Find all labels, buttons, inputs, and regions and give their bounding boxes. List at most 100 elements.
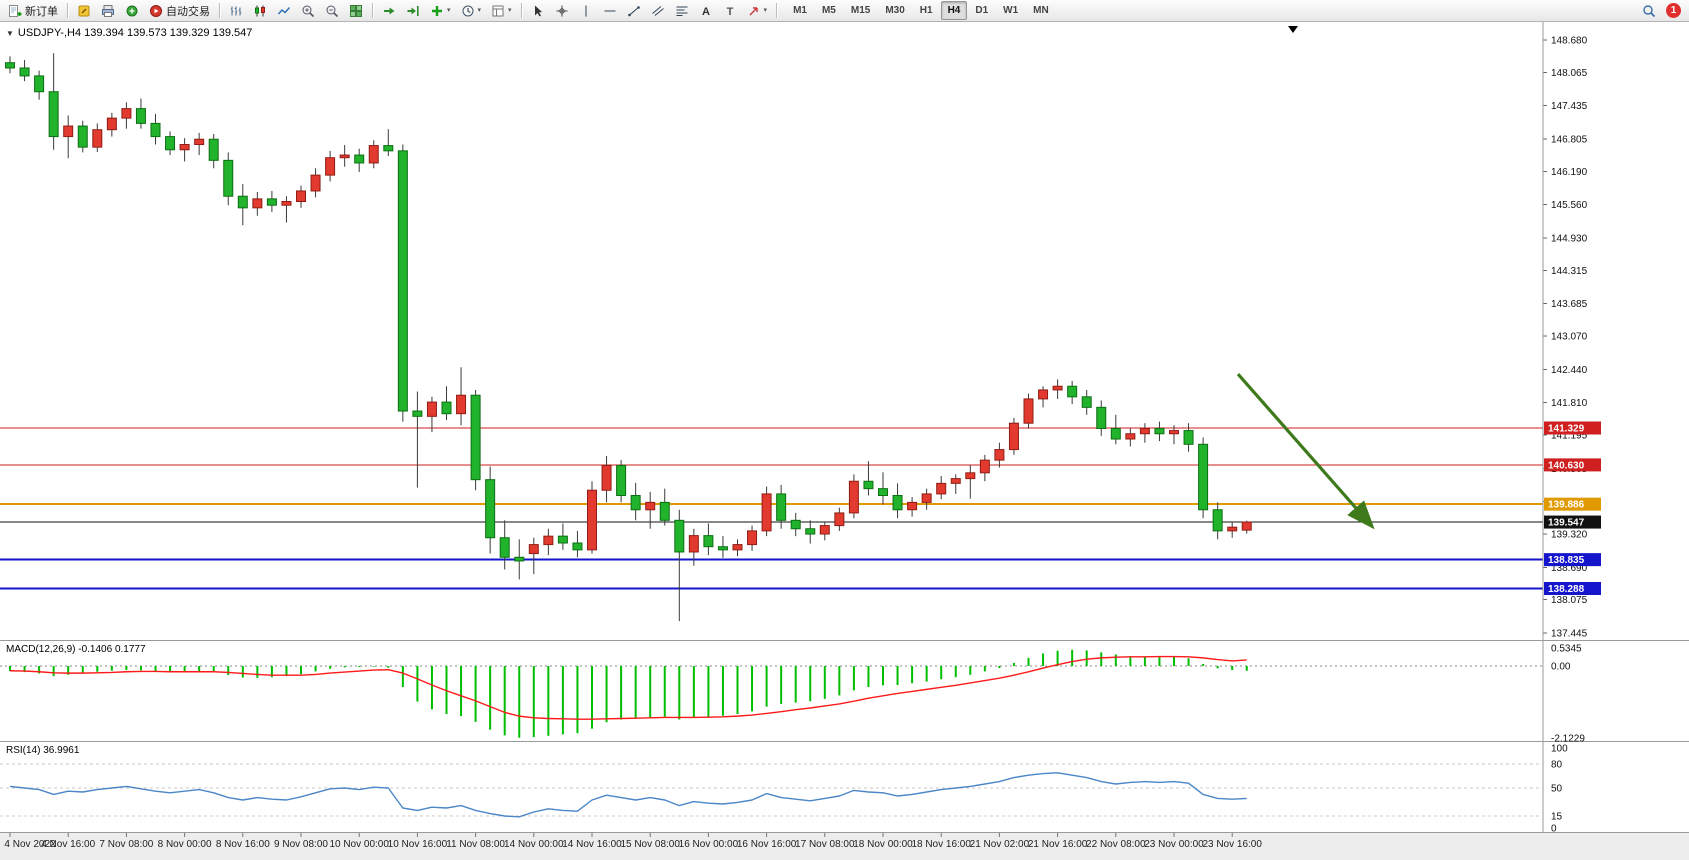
timeframe-h1[interactable]: H1	[913, 1, 940, 20]
auto-scroll-button[interactable]	[378, 1, 400, 21]
channel-icon	[651, 4, 665, 18]
timeframe-h4[interactable]: H4	[940, 1, 968, 20]
svg-text:0.00: 0.00	[1551, 662, 1571, 673]
svg-text:138.690: 138.690	[1551, 563, 1588, 574]
time-axis-strip[interactable]	[0, 833, 1689, 860]
zoom-out-button[interactable]	[321, 1, 343, 21]
svg-text:14 Nov 00:00: 14 Nov 00:00	[504, 839, 564, 850]
svg-text:139.320: 139.320	[1551, 530, 1588, 541]
svg-text:21 Nov 02:00: 21 Nov 02:00	[970, 839, 1030, 850]
svg-text:146.805: 146.805	[1551, 134, 1588, 145]
svg-text:146.190: 146.190	[1551, 167, 1588, 178]
cursor-button[interactable]	[527, 1, 549, 21]
trend-arrow[interactable]	[1236, 373, 1375, 530]
svg-text:18 Nov 16:00: 18 Nov 16:00	[911, 839, 971, 850]
fibonacci-button[interactable]	[671, 1, 693, 21]
trendline-button[interactable]	[623, 1, 645, 21]
expand-toggle-icon[interactable]: ▼	[6, 28, 14, 38]
print-icon	[101, 4, 115, 18]
timeframe-m30[interactable]: M30	[878, 1, 911, 20]
candle-chart-button[interactable]	[249, 1, 271, 21]
svg-text:10 Nov 00:00: 10 Nov 00:00	[329, 839, 389, 850]
symbol-ohlc-text: USDJPY-,H4 139.394 139.573 139.329 139.5…	[17, 27, 253, 39]
candlestick-series	[5, 53, 1252, 622]
svg-text:100: 100	[1551, 744, 1568, 755]
indicators-button[interactable]: ▾	[426, 1, 455, 21]
toolbar-separator	[372, 3, 373, 18]
zoom-in-button[interactable]	[297, 1, 319, 21]
chart-window[interactable]: 148.680 148.065 147.435 146.805 146.190 145.5…	[0, 22, 1689, 860]
timeframe-group: M1 M5 M15 M30 H1 H4 D1 W1 MN	[786, 1, 1056, 20]
chevron-down-icon: ▾	[508, 7, 512, 14]
svg-text:139.886: 139.886	[1548, 500, 1585, 511]
new-order-label: 新订单	[25, 5, 58, 18]
tile-windows-button[interactable]	[345, 1, 367, 21]
timeframe-m15[interactable]: M15	[844, 1, 877, 20]
periods-button[interactable]: ▾	[457, 1, 486, 21]
new-order-icon	[8, 4, 22, 18]
svg-text:A: A	[702, 6, 710, 18]
print-button[interactable]	[97, 1, 119, 21]
rsi-line	[9, 772, 1247, 818]
notification-badge[interactable]: 1	[1666, 3, 1681, 18]
timeframe-m1[interactable]: M1	[786, 1, 814, 20]
crosshair-icon	[555, 4, 569, 18]
fibonacci-icon	[675, 4, 689, 18]
svg-text:23 Nov 00:00: 23 Nov 00:00	[1144, 839, 1204, 850]
chart-shift-marker[interactable]	[1288, 26, 1298, 33]
zoom-out-icon	[325, 4, 339, 18]
macd-panel: 0.5345 0.00 -2.1229	[0, 643, 1585, 744]
arrows-button[interactable]: ▾	[743, 1, 772, 21]
svg-text:138.075: 138.075	[1551, 595, 1588, 606]
horizontal-line-button[interactable]	[599, 1, 621, 21]
trendline-icon	[627, 5, 640, 16]
cursor-icon	[534, 5, 542, 16]
timeframe-w1[interactable]: W1	[996, 1, 1025, 20]
clock-icon	[461, 4, 475, 18]
search-button[interactable]	[1638, 1, 1660, 21]
crosshair-button[interactable]	[551, 1, 573, 21]
text-label-button[interactable]: T	[719, 1, 741, 21]
metaeditor-icon	[77, 4, 91, 18]
rsi-label: RSI(14) 36.9961	[6, 745, 80, 756]
svg-text:22 Nov 08:00: 22 Nov 08:00	[1086, 839, 1146, 850]
auto-trading-button[interactable]: 自动交易	[145, 1, 214, 21]
svg-text:7 Nov 08:00: 7 Nov 08:00	[99, 839, 153, 850]
svg-text:9 Nov 08:00: 9 Nov 08:00	[274, 839, 328, 850]
svg-text:145.560: 145.560	[1551, 200, 1588, 211]
svg-text:141.329: 141.329	[1548, 423, 1585, 434]
svg-text:141.195: 141.195	[1551, 431, 1588, 442]
svg-text:15: 15	[1551, 812, 1563, 823]
candle-chart-icon	[253, 4, 267, 18]
timeframe-d1[interactable]: D1	[968, 1, 995, 20]
svg-text:4 Nov 16:00: 4 Nov 16:00	[41, 839, 95, 850]
tile-windows-icon	[349, 4, 363, 18]
chart-shift-button[interactable]	[402, 1, 424, 21]
price-axis[interactable]: 148.680 148.065 147.435 146.805 146.190 145.5…	[1543, 36, 1588, 640]
svg-text:144.315: 144.315	[1551, 266, 1588, 277]
zoom-in-icon	[301, 4, 315, 18]
svg-text:16 Nov 16:00: 16 Nov 16:00	[737, 839, 797, 850]
line-chart-button[interactable]	[273, 1, 295, 21]
channel-button[interactable]	[647, 1, 669, 21]
auto-scroll-icon	[382, 7, 395, 14]
svg-text:148.680: 148.680	[1551, 36, 1588, 47]
svg-text:140.630: 140.630	[1548, 460, 1585, 471]
experts-button[interactable]	[121, 1, 143, 21]
chart-canvas[interactable]: 148.680 148.065 147.435 146.805 146.190 145.5…	[0, 22, 1689, 860]
timeframe-m5[interactable]: M5	[815, 1, 843, 20]
vertical-line-button[interactable]	[575, 1, 597, 21]
metaeditor-button[interactable]	[73, 1, 95, 21]
svg-text:143.685: 143.685	[1551, 299, 1588, 310]
templates-button[interactable]: ▾	[487, 1, 516, 21]
timeframe-mn[interactable]: MN	[1026, 1, 1056, 20]
new-order-button[interactable]: 新订单	[4, 1, 62, 21]
svg-text:-2.1229: -2.1229	[1551, 733, 1585, 744]
bars-chart-icon	[229, 4, 243, 18]
text-button[interactable]: A	[695, 1, 717, 21]
svg-text:139.547: 139.547	[1548, 518, 1585, 529]
bars-chart-button[interactable]	[225, 1, 247, 21]
text-icon: A	[702, 6, 710, 18]
svg-text:8 Nov 16:00: 8 Nov 16:00	[216, 839, 270, 850]
